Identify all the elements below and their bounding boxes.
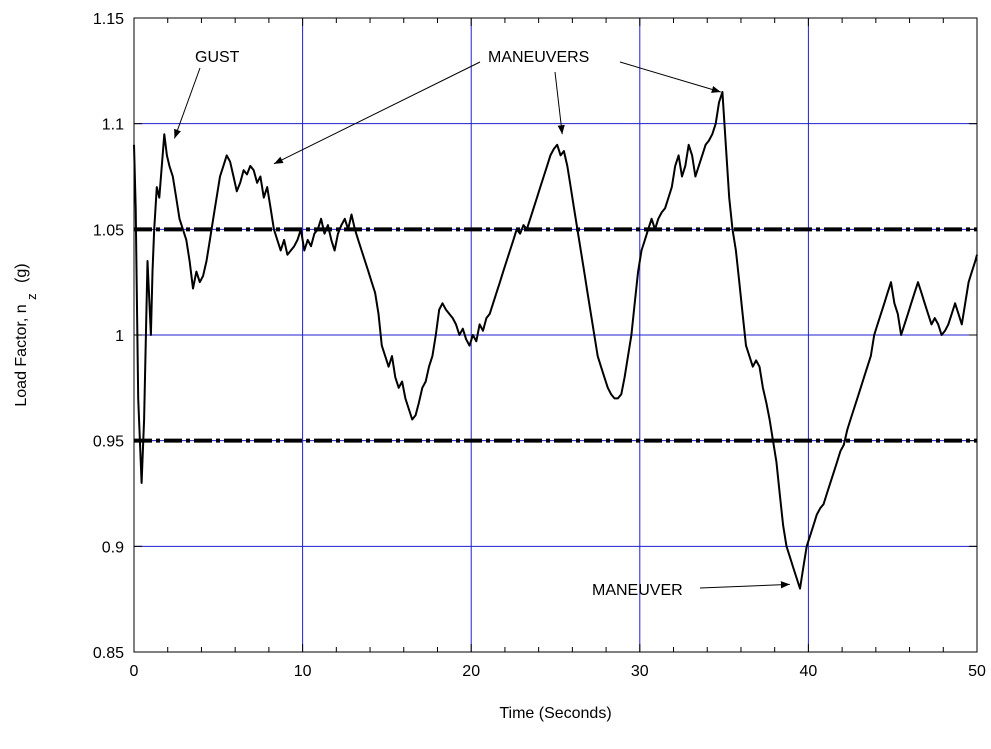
annotations: GUST MANEUVERS MANEUVER [173, 49, 790, 599]
y-tick-label: 1.1 [102, 117, 124, 134]
x-axis-label: Time (Seconds) [499, 705, 611, 722]
x-tick-label: 40 [800, 663, 818, 680]
y-axis-label-main: Load Factor, n [13, 304, 30, 406]
axis-ticks: 0 10 20 30 40 50 0.85 0.9 0.95 1 1.05 1.1 1.15 [93, 11, 986, 680]
annotation-arrow [173, 67, 201, 139]
grid-lines [134, 17, 978, 652]
y-tick-label: 1 [115, 328, 124, 345]
annotation-label: MANEUVERS [488, 49, 589, 66]
annotation-label: GUST [195, 49, 240, 66]
y-axis-label-subscript: z [24, 293, 39, 300]
y-tick-label: 0.85 [93, 645, 124, 662]
y-tick-label: 0.9 [102, 539, 124, 556]
annotation-arrow [554, 71, 565, 135]
x-tick-label: 10 [294, 663, 312, 680]
x-tick-label: 30 [631, 663, 649, 680]
y-tick-label: 1.15 [93, 11, 124, 28]
annotation-arrow [699, 581, 790, 589]
y-axis-label: Load Factor, n z (g) [13, 263, 40, 406]
annotation-arrow [273, 61, 481, 165]
annotation-label: MANEUVER [592, 582, 683, 599]
x-tick-label: 0 [130, 663, 139, 680]
y-tick-label: 0.95 [93, 434, 124, 451]
x-tick-label: 50 [968, 663, 986, 680]
series-line-0 [133, 91, 978, 590]
x-tick-label: 20 [462, 663, 480, 680]
annotation-arrow [619, 61, 721, 93]
series-layer [133, 91, 978, 590]
threshold-lines [134, 227, 977, 443]
y-tick-label: 1.05 [93, 222, 124, 239]
y-axis-label-unit: (g) [13, 263, 30, 283]
